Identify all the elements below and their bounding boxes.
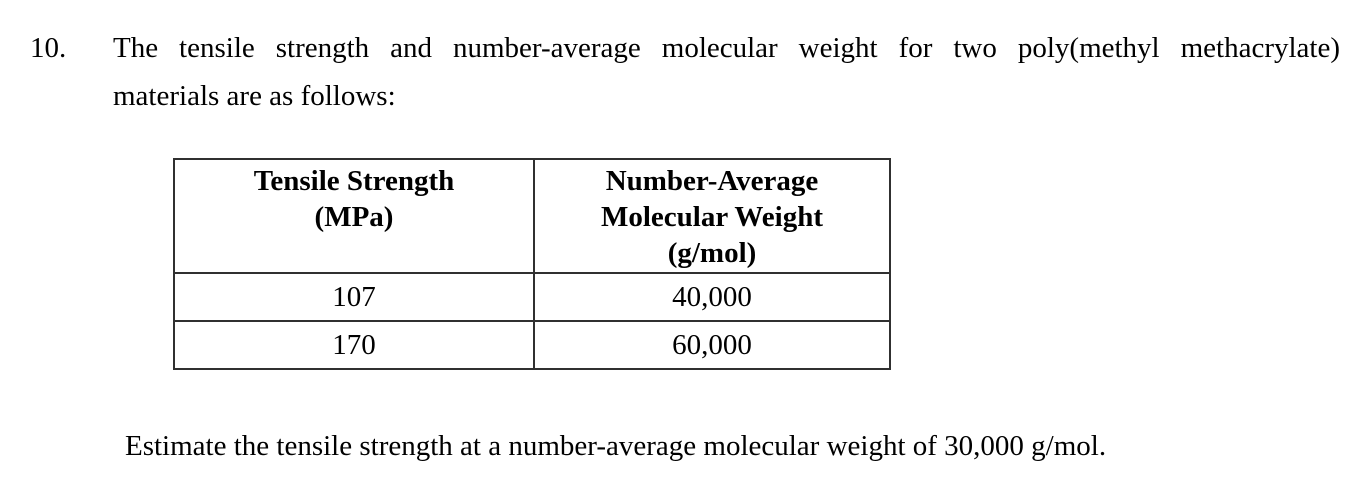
tensile-strength-table: Tensile Strength (MPa) Number-Average Mo… [173, 158, 891, 370]
problem-question: Estimate the tensile strength at a numbe… [125, 430, 1107, 462]
header-molecular-weight: Number-Average Molecular Weight (g/mol) [533, 158, 891, 274]
table-row: 107 40,000 [173, 272, 891, 322]
problem-number: 10. [30, 32, 67, 64]
cell-molecular-weight-1: 40,000 [533, 272, 891, 322]
problem-intro-line-1: The tensile strength and number-average … [113, 32, 1340, 64]
cell-tensile-strength-2: 170 [173, 320, 535, 370]
header-tensile-strength: Tensile Strength (MPa) [173, 158, 535, 274]
table-row: 170 60,000 [173, 320, 891, 370]
table-header-row: Tensile Strength (MPa) Number-Average Mo… [173, 158, 891, 274]
cell-molecular-weight-2: 60,000 [533, 320, 891, 370]
problem-intro: The tensile strength and number-average … [113, 24, 1340, 120]
cell-tensile-strength-1: 107 [173, 272, 535, 322]
problem-intro-line-2: materials are as follows: [113, 80, 396, 112]
